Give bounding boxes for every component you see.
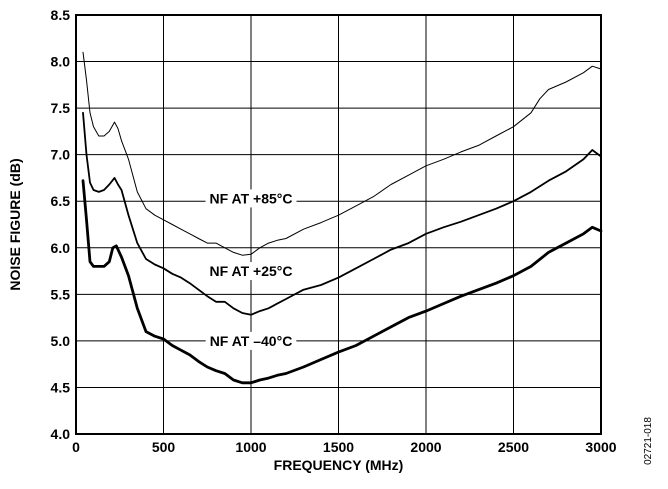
plot-frame bbox=[75, 14, 602, 435]
y-tick-label: 6.0 bbox=[51, 240, 71, 256]
series-line-nf-at-25-c bbox=[82, 111, 602, 316]
y-tick-label: 4.5 bbox=[51, 379, 71, 395]
x-tick-label: 3000 bbox=[585, 439, 616, 455]
annotation-background bbox=[205, 189, 297, 208]
series-lines bbox=[81, 51, 603, 385]
y-axis-label: NOISE FIGURE (dB) bbox=[7, 158, 23, 290]
annotation-background bbox=[205, 262, 297, 281]
y-tick-label: 5.0 bbox=[51, 333, 71, 349]
x-axis-ticks: 0 500 1000 1500 2000 2500 3000 bbox=[72, 439, 617, 455]
figure-code-label: 02721-018 bbox=[643, 417, 654, 465]
series-line-nf-at-85-c bbox=[82, 51, 602, 256]
annotation-label: NF AT +85°C bbox=[209, 190, 292, 206]
annotation-label: NF AT –40°C bbox=[210, 333, 293, 349]
y-tick-label: 7.5 bbox=[51, 100, 71, 116]
annotation-nf-at-40-c: NF AT –40°C bbox=[205, 331, 297, 350]
y-tick-label: 5.5 bbox=[51, 286, 71, 302]
x-tick-label: 0 bbox=[72, 439, 80, 455]
x-tick-label: 1500 bbox=[323, 439, 354, 455]
y-tick-label: 4.0 bbox=[51, 426, 71, 442]
x-tick-label: 1000 bbox=[235, 439, 266, 455]
annotation-nf-at-85-c: NF AT +85°C bbox=[205, 189, 297, 208]
annotation-label: NF AT +25°C bbox=[209, 263, 292, 279]
y-tick-label: 8.5 bbox=[51, 7, 71, 23]
x-axis-label: FREQUENCY (MHz) bbox=[274, 457, 404, 473]
annotation-background bbox=[205, 331, 297, 350]
x-tick-label: 2000 bbox=[410, 439, 441, 455]
curve-annotations: NF AT +85°C NF AT +25°C NF AT –40°C bbox=[205, 189, 297, 350]
grid-lines bbox=[76, 15, 601, 434]
x-tick-label: 2500 bbox=[498, 439, 529, 455]
y-tick-label: 6.5 bbox=[51, 193, 71, 209]
annotation-nf-at-25-c: NF AT +25°C bbox=[205, 262, 297, 281]
x-tick-label: 500 bbox=[152, 439, 176, 455]
y-axis-ticks: 4.0 4.5 5.0 5.5 6.0 6.5 7.0 7.5 8.0 8.5 bbox=[51, 7, 71, 442]
y-tick-label: 8.0 bbox=[51, 54, 71, 70]
y-tick-label: 7.0 bbox=[51, 147, 71, 163]
series-line-nf-at-40-c bbox=[81, 179, 603, 385]
